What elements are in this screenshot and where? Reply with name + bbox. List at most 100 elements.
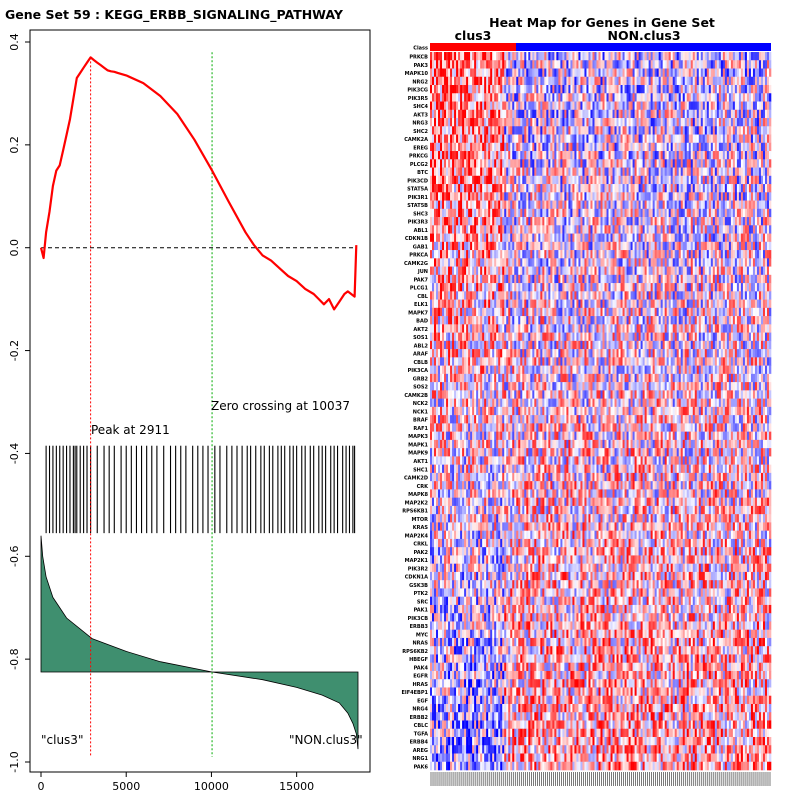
- heatmap-cell: [693, 192, 695, 201]
- heatmap-cell: [717, 159, 719, 168]
- heatmap-cell: [526, 275, 528, 284]
- heatmap-cell: [667, 234, 669, 243]
- heatmap-cell: [753, 209, 755, 218]
- heatmap-cell: [605, 126, 607, 135]
- heatmap-cell: [621, 176, 623, 185]
- heatmap-cell: [735, 192, 737, 201]
- heatmap-cell: [434, 209, 436, 218]
- heatmap-cell: [540, 209, 542, 218]
- heatmap-cell: [562, 159, 564, 168]
- heatmap-cell: [669, 234, 671, 243]
- heatmap-cell: [619, 168, 621, 177]
- heatmap-cell: [701, 159, 703, 168]
- heatmap-cell: [647, 267, 649, 276]
- heatmap-cell: [613, 192, 615, 201]
- heatmap-cell: [536, 225, 538, 234]
- heatmap-cell: [502, 225, 504, 234]
- heatmap-cell: [504, 168, 506, 177]
- heatmap-cell: [697, 110, 699, 119]
- heatmap-cell: [434, 60, 436, 69]
- heatmap-cell: [695, 52, 697, 61]
- heatmap-cell: [468, 126, 470, 135]
- heatmap-cell: [458, 60, 460, 69]
- heatmap-cell: [623, 192, 625, 201]
- heatmap-cell: [605, 85, 607, 94]
- heatmap-cell: [584, 168, 586, 177]
- heatmap-cell: [432, 52, 434, 61]
- heatmap-cell: [550, 151, 552, 160]
- heatmap-cell: [667, 118, 669, 127]
- heatmap-cell: [574, 52, 576, 61]
- heatmap-cell: [512, 52, 514, 61]
- heatmap-cell: [522, 135, 524, 144]
- heatmap-cell: [464, 267, 466, 276]
- heatmap-cell: [723, 275, 725, 284]
- heatmap-cell: [540, 85, 542, 94]
- heatmap-cell: [434, 250, 436, 259]
- heatmap-cell: [596, 258, 598, 267]
- heatmap-cell: [675, 118, 677, 127]
- heatmap-cell: [538, 176, 540, 185]
- heatmap-cell: [576, 151, 578, 160]
- heatmap-cell: [456, 209, 458, 218]
- heatmap-cell: [741, 118, 743, 127]
- heatmap-cell: [440, 60, 442, 69]
- heatmap-cell: [518, 110, 520, 119]
- heatmap-cell: [526, 110, 528, 119]
- heatmap-cell: [576, 250, 578, 259]
- heatmap-cell: [524, 85, 526, 94]
- heatmap-cell: [546, 93, 548, 102]
- heatmap-cell: [548, 77, 550, 86]
- heatmap-cell: [699, 176, 701, 185]
- heatmap-cell: [496, 60, 498, 69]
- heatmap-cell: [440, 52, 442, 61]
- heatmap-cell: [498, 201, 500, 210]
- heatmap-cell: [438, 77, 440, 86]
- heatmap-cell: [564, 225, 566, 234]
- heatmap-cell: [484, 184, 486, 193]
- heatmap-cell: [693, 201, 695, 210]
- heatmap-cell: [655, 258, 657, 267]
- heatmap-cell: [741, 126, 743, 135]
- heatmap-cell: [558, 93, 560, 102]
- heatmap-cell: [749, 69, 751, 78]
- heatmap-cell: [675, 93, 677, 102]
- heatmap-cell: [542, 192, 544, 201]
- heatmap-cell: [518, 52, 520, 61]
- heatmap-cell: [504, 102, 506, 111]
- heatmap-cell: [430, 135, 432, 144]
- heatmap-cell: [707, 110, 709, 119]
- heatmap-cell: [476, 217, 478, 226]
- heatmap-cell: [504, 242, 506, 251]
- heatmap-cell: [723, 201, 725, 210]
- heatmap-cell: [647, 242, 649, 251]
- heatmap-cell: [510, 110, 512, 119]
- heatmap-cell: [556, 176, 558, 185]
- heatmap-cell: [444, 184, 446, 193]
- heatmap-cell: [713, 110, 715, 119]
- heatmap-cell: [544, 159, 546, 168]
- heatmap-cell: [609, 93, 611, 102]
- heatmap-cell: [518, 176, 520, 185]
- heatmap-cell: [633, 217, 635, 226]
- heatmap-cell: [530, 143, 532, 152]
- heatmap-cell: [647, 201, 649, 210]
- heatmap-cell: [598, 77, 600, 86]
- heatmap-cell: [460, 267, 462, 276]
- heatmap-cell: [743, 60, 745, 69]
- heatmap-cell: [769, 126, 771, 135]
- heatmap-row: [430, 77, 771, 86]
- heatmap-cell: [596, 69, 598, 78]
- heatmap-cell: [745, 126, 747, 135]
- heatmap-cell: [468, 60, 470, 69]
- heatmap-cell: [757, 85, 759, 94]
- heatmap-cell: [739, 135, 741, 144]
- heatmap-cell: [737, 184, 739, 193]
- heatmap-cell: [747, 225, 749, 234]
- heatmap-cell: [719, 110, 721, 119]
- heatmap-cell: [552, 60, 554, 69]
- heatmap-cell: [570, 168, 572, 177]
- heatmap-cell: [590, 258, 592, 267]
- heatmap-cell: [761, 159, 763, 168]
- heatmap-cell: [729, 209, 731, 218]
